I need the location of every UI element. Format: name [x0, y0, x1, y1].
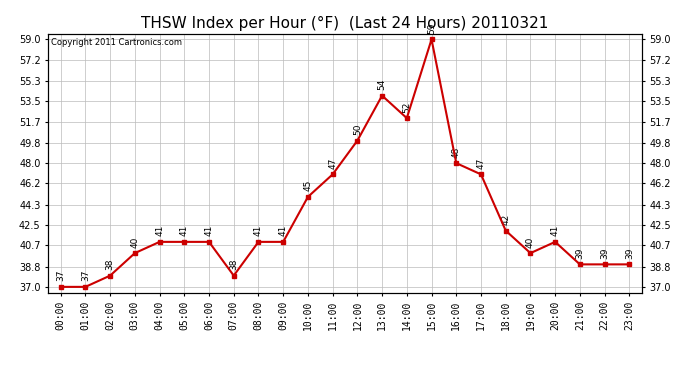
- Text: 39: 39: [575, 248, 584, 259]
- Text: 40: 40: [526, 236, 535, 248]
- Text: 40: 40: [130, 236, 139, 248]
- Text: 54: 54: [377, 79, 386, 90]
- Text: 37: 37: [81, 270, 90, 281]
- Text: 39: 39: [600, 248, 609, 259]
- Text: 48: 48: [452, 146, 461, 158]
- Text: Copyright 2011 Cartronics.com: Copyright 2011 Cartronics.com: [51, 38, 182, 46]
- Text: 41: 41: [155, 225, 164, 236]
- Title: THSW Index per Hour (°F)  (Last 24 Hours) 20110321: THSW Index per Hour (°F) (Last 24 Hours)…: [141, 16, 549, 31]
- Text: 59: 59: [427, 22, 436, 34]
- Text: 47: 47: [477, 158, 486, 169]
- Text: 42: 42: [501, 214, 510, 225]
- Text: 41: 41: [180, 225, 189, 236]
- Text: 52: 52: [402, 101, 411, 112]
- Text: 47: 47: [328, 158, 337, 169]
- Text: 41: 41: [279, 225, 288, 236]
- Text: 41: 41: [254, 225, 263, 236]
- Text: 37: 37: [56, 270, 65, 281]
- Text: 39: 39: [625, 248, 634, 259]
- Text: 38: 38: [106, 259, 115, 270]
- Text: 38: 38: [229, 259, 238, 270]
- Text: 41: 41: [551, 225, 560, 236]
- Text: 41: 41: [204, 225, 213, 236]
- Text: 50: 50: [353, 124, 362, 135]
- Text: 45: 45: [304, 180, 313, 191]
